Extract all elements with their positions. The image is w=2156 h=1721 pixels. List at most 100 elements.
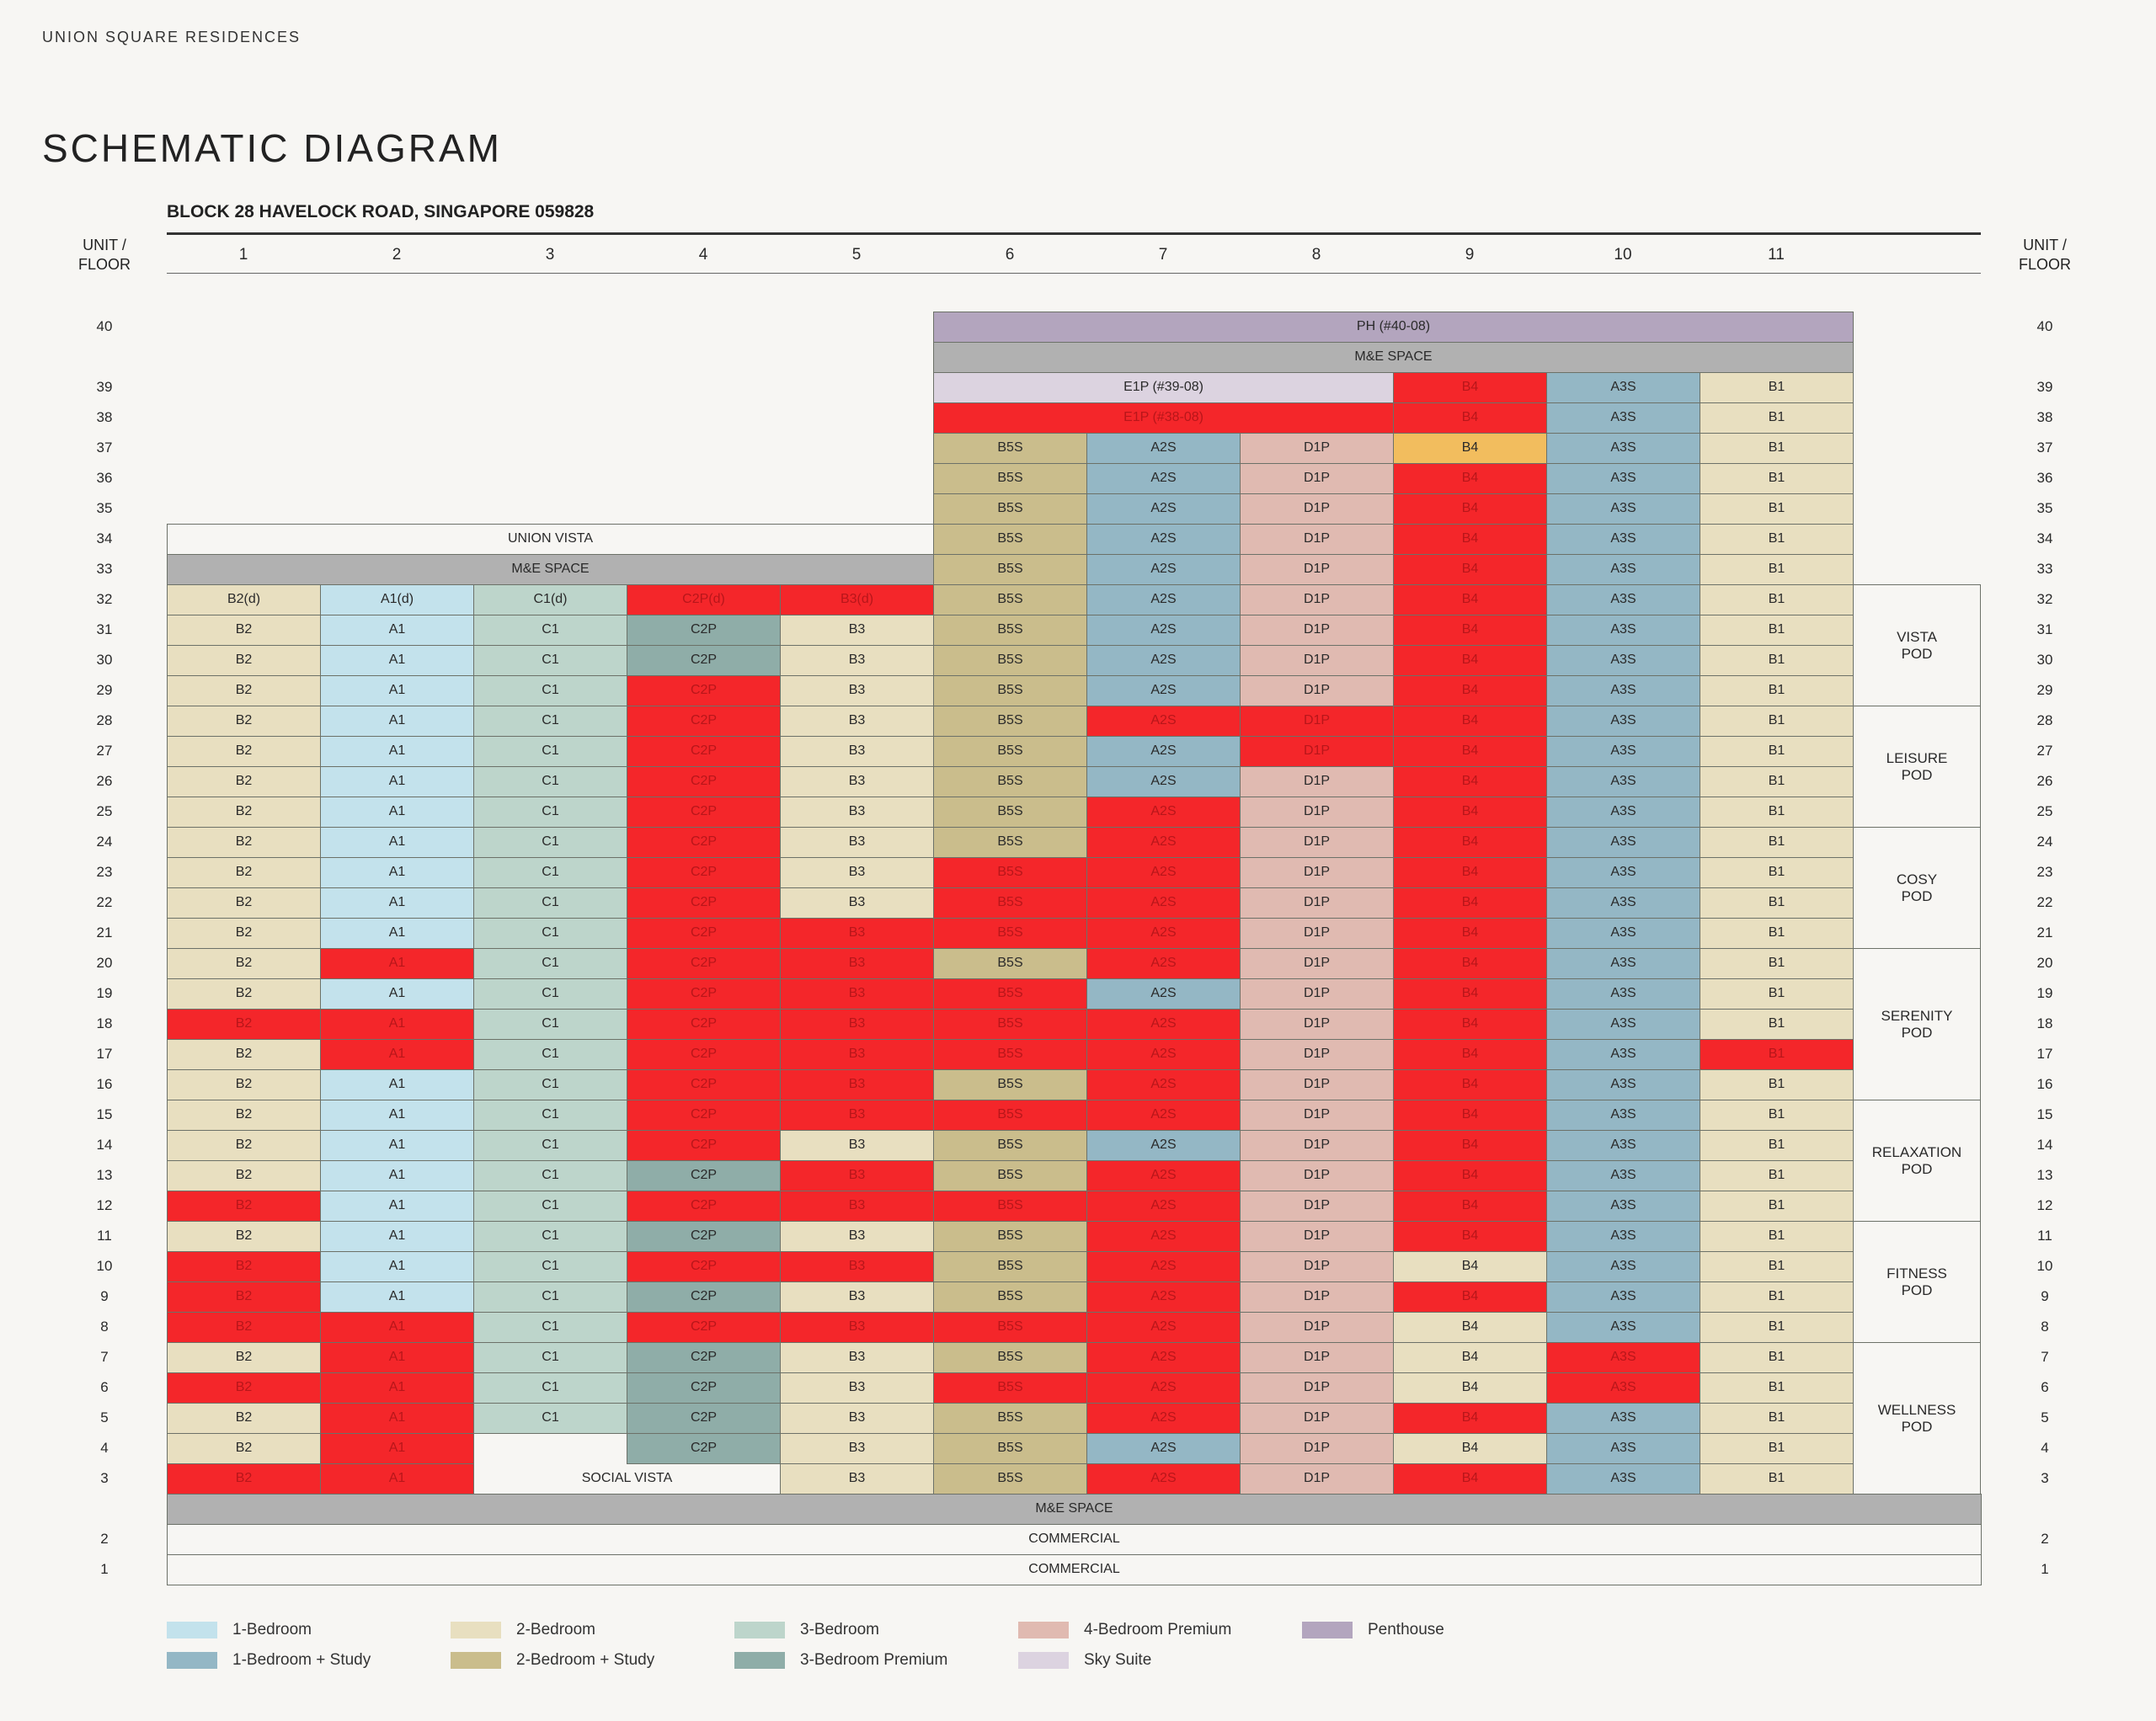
unit-c1-floor-26[interactable]: C1 xyxy=(473,766,627,797)
unit-b3-floor-29[interactable]: B3 xyxy=(780,675,934,706)
unit-b4-floor-37[interactable]: B4 xyxy=(1393,433,1547,464)
unit-b3-floor-26[interactable]: B3 xyxy=(780,766,934,797)
unit-b5s-floor-14[interactable]: B5S xyxy=(933,1130,1087,1161)
unit-b3-floor-27[interactable]: B3 xyxy=(780,736,934,767)
unit-d1p-floor-34[interactable]: D1P xyxy=(1240,524,1394,555)
unit-b1-floor-32[interactable]: B1 xyxy=(1700,584,1854,615)
unit-a3s-floor-35[interactable]: A3S xyxy=(1546,493,1700,525)
unit-a1-floor-23[interactable]: A1 xyxy=(320,857,474,888)
unit-b5s-floor-36[interactable]: B5S xyxy=(933,463,1087,494)
unit-a2s-floor-20[interactable]: A2S xyxy=(1086,948,1241,979)
unit-b1-floor-3[interactable]: B1 xyxy=(1700,1463,1854,1495)
unit-b1-floor-27[interactable]: B1 xyxy=(1700,736,1854,767)
unit-b3-floor-11[interactable]: B3 xyxy=(780,1221,934,1252)
unit-a1-floor-12[interactable]: A1 xyxy=(320,1191,474,1222)
unit-b1-floor-13[interactable]: B1 xyxy=(1700,1160,1854,1191)
unit-b5s-floor-3[interactable]: B5S xyxy=(933,1463,1087,1495)
unit-b1-floor-19[interactable]: B1 xyxy=(1700,978,1854,1010)
unit-b2-floor-27[interactable]: B2 xyxy=(167,736,321,767)
unit-b4-floor-29[interactable]: B4 xyxy=(1393,675,1547,706)
unit-b4-floor-23[interactable]: B4 xyxy=(1393,857,1547,888)
unit-b1-floor-18[interactable]: B1 xyxy=(1700,1009,1854,1040)
unit-a3s-floor-25[interactable]: A3S xyxy=(1546,797,1700,828)
unit-b4-floor-19[interactable]: B4 xyxy=(1393,978,1547,1010)
unit-c2p-floor-19[interactable]: C2P xyxy=(627,978,781,1010)
unit-b2-floor-13[interactable]: B2 xyxy=(167,1160,321,1191)
unit-a3s-floor-16[interactable]: A3S xyxy=(1546,1069,1700,1100)
unit-a1-floor-31[interactable]: A1 xyxy=(320,615,474,646)
unit-a3s-floor-29[interactable]: A3S xyxy=(1546,675,1700,706)
unit-c1-floor-28[interactable]: C1 xyxy=(473,706,627,737)
unit-b4-floor-24[interactable]: B4 xyxy=(1393,827,1547,858)
unit-c2p-floor-4[interactable]: C2P xyxy=(627,1433,781,1464)
unit-c2pd-floor-32[interactable]: C2P(d) xyxy=(627,584,781,615)
unit-b1-floor-28[interactable]: B1 xyxy=(1700,706,1854,737)
unit-d1p-floor-17[interactable]: D1P xyxy=(1240,1039,1394,1070)
unit-b3-floor-31[interactable]: B3 xyxy=(780,615,934,646)
unit-b3d-floor-32[interactable]: B3(d) xyxy=(780,584,934,615)
unit-b3-floor-17[interactable]: B3 xyxy=(780,1039,934,1070)
unit-a2s-floor-3[interactable]: A2S xyxy=(1086,1463,1241,1495)
unit-d1p-floor-16[interactable]: D1P xyxy=(1240,1069,1394,1100)
unit-a2s-floor-23[interactable]: A2S xyxy=(1086,857,1241,888)
unit-b2-floor-9[interactable]: B2 xyxy=(167,1281,321,1313)
unit-b3-floor-12[interactable]: B3 xyxy=(780,1191,934,1222)
unit-b3-floor-6[interactable]: B3 xyxy=(780,1372,934,1404)
unit-b3-floor-7[interactable]: B3 xyxy=(780,1342,934,1373)
unit-b1-floor-24[interactable]: B1 xyxy=(1700,827,1854,858)
unit-b5s-floor-10[interactable]: B5S xyxy=(933,1251,1087,1282)
unit-c2p-floor-7[interactable]: C2P xyxy=(627,1342,781,1373)
unit-a1-floor-13[interactable]: A1 xyxy=(320,1160,474,1191)
unit-b2-floor-24[interactable]: B2 xyxy=(167,827,321,858)
unit-a3s-floor-4[interactable]: A3S xyxy=(1546,1433,1700,1464)
unit-c1-floor-16[interactable]: C1 xyxy=(473,1069,627,1100)
unit-a2s-floor-4[interactable]: A2S xyxy=(1086,1433,1241,1464)
unit-d1p-floor-32[interactable]: D1P xyxy=(1240,584,1394,615)
unit-b3-floor-4[interactable]: B3 xyxy=(780,1433,934,1464)
unit-c1-floor-9[interactable]: C1 xyxy=(473,1281,627,1313)
unit-d1p-floor-31[interactable]: D1P xyxy=(1240,615,1394,646)
unit-b4-floor-22[interactable]: B4 xyxy=(1393,887,1547,919)
unit-a2s-floor-10[interactable]: A2S xyxy=(1086,1251,1241,1282)
unit-d1p-floor-37[interactable]: D1P xyxy=(1240,433,1394,464)
unit-a1-floor-22[interactable]: A1 xyxy=(320,887,474,919)
unit-a3s-floor-24[interactable]: A3S xyxy=(1546,827,1700,858)
unit-a1-floor-27[interactable]: A1 xyxy=(320,736,474,767)
unit-a1-floor-18[interactable]: A1 xyxy=(320,1009,474,1040)
unit-b2-floor-17[interactable]: B2 xyxy=(167,1039,321,1070)
unit-c2p-floor-24[interactable]: C2P xyxy=(627,827,781,858)
unit-b3-floor-13[interactable]: B3 xyxy=(780,1160,934,1191)
unit-b2-floor-30[interactable]: B2 xyxy=(167,645,321,676)
unit-c1-floor-21[interactable]: C1 xyxy=(473,918,627,949)
unit-b4-floor-18[interactable]: B4 xyxy=(1393,1009,1547,1040)
unit-b2-floor-23[interactable]: B2 xyxy=(167,857,321,888)
unit-b2-floor-5[interactable]: B2 xyxy=(167,1403,321,1434)
unit-c2p-floor-13[interactable]: C2P xyxy=(627,1160,781,1191)
unit-b4-floor-30[interactable]: B4 xyxy=(1393,645,1547,676)
unit-a1-floor-17[interactable]: A1 xyxy=(320,1039,474,1070)
unit-a3s-floor-36[interactable]: A3S xyxy=(1546,463,1700,494)
unit-c1-floor-10[interactable]: C1 xyxy=(473,1251,627,1282)
unit-a3s-floor-10[interactable]: A3S xyxy=(1546,1251,1700,1282)
unit-d1p-floor-21[interactable]: D1P xyxy=(1240,918,1394,949)
unit-a3s-floor-34[interactable]: A3S xyxy=(1546,524,1700,555)
unit-b2-floor-21[interactable]: B2 xyxy=(167,918,321,949)
unit-b5s-floor-17[interactable]: B5S xyxy=(933,1039,1087,1070)
unit-a2s-floor-14[interactable]: A2S xyxy=(1086,1130,1241,1161)
unit-b4-floor-26[interactable]: B4 xyxy=(1393,766,1547,797)
unit-d1p-floor-13[interactable]: D1P xyxy=(1240,1160,1394,1191)
unit-a2s-floor-37[interactable]: A2S xyxy=(1086,433,1241,464)
unit-a1-floor-25[interactable]: A1 xyxy=(320,797,474,828)
unit-d1p-floor-9[interactable]: D1P xyxy=(1240,1281,1394,1313)
unit-b1-floor-16[interactable]: B1 xyxy=(1700,1069,1854,1100)
unit-d1p-floor-6[interactable]: D1P xyxy=(1240,1372,1394,1404)
unit-c2p-floor-9[interactable]: C2P xyxy=(627,1281,781,1313)
unit-c2p-floor-5[interactable]: C2P xyxy=(627,1403,781,1434)
unit-b1-floor-14[interactable]: B1 xyxy=(1700,1130,1854,1161)
unit-d1p-floor-30[interactable]: D1P xyxy=(1240,645,1394,676)
unit-b1-floor-20[interactable]: B1 xyxy=(1700,948,1854,979)
unit-c1-floor-19[interactable]: C1 xyxy=(473,978,627,1010)
unit-d1p-floor-5[interactable]: D1P xyxy=(1240,1403,1394,1434)
unit-b3-floor-22[interactable]: B3 xyxy=(780,887,934,919)
unit-b3-floor-16[interactable]: B3 xyxy=(780,1069,934,1100)
